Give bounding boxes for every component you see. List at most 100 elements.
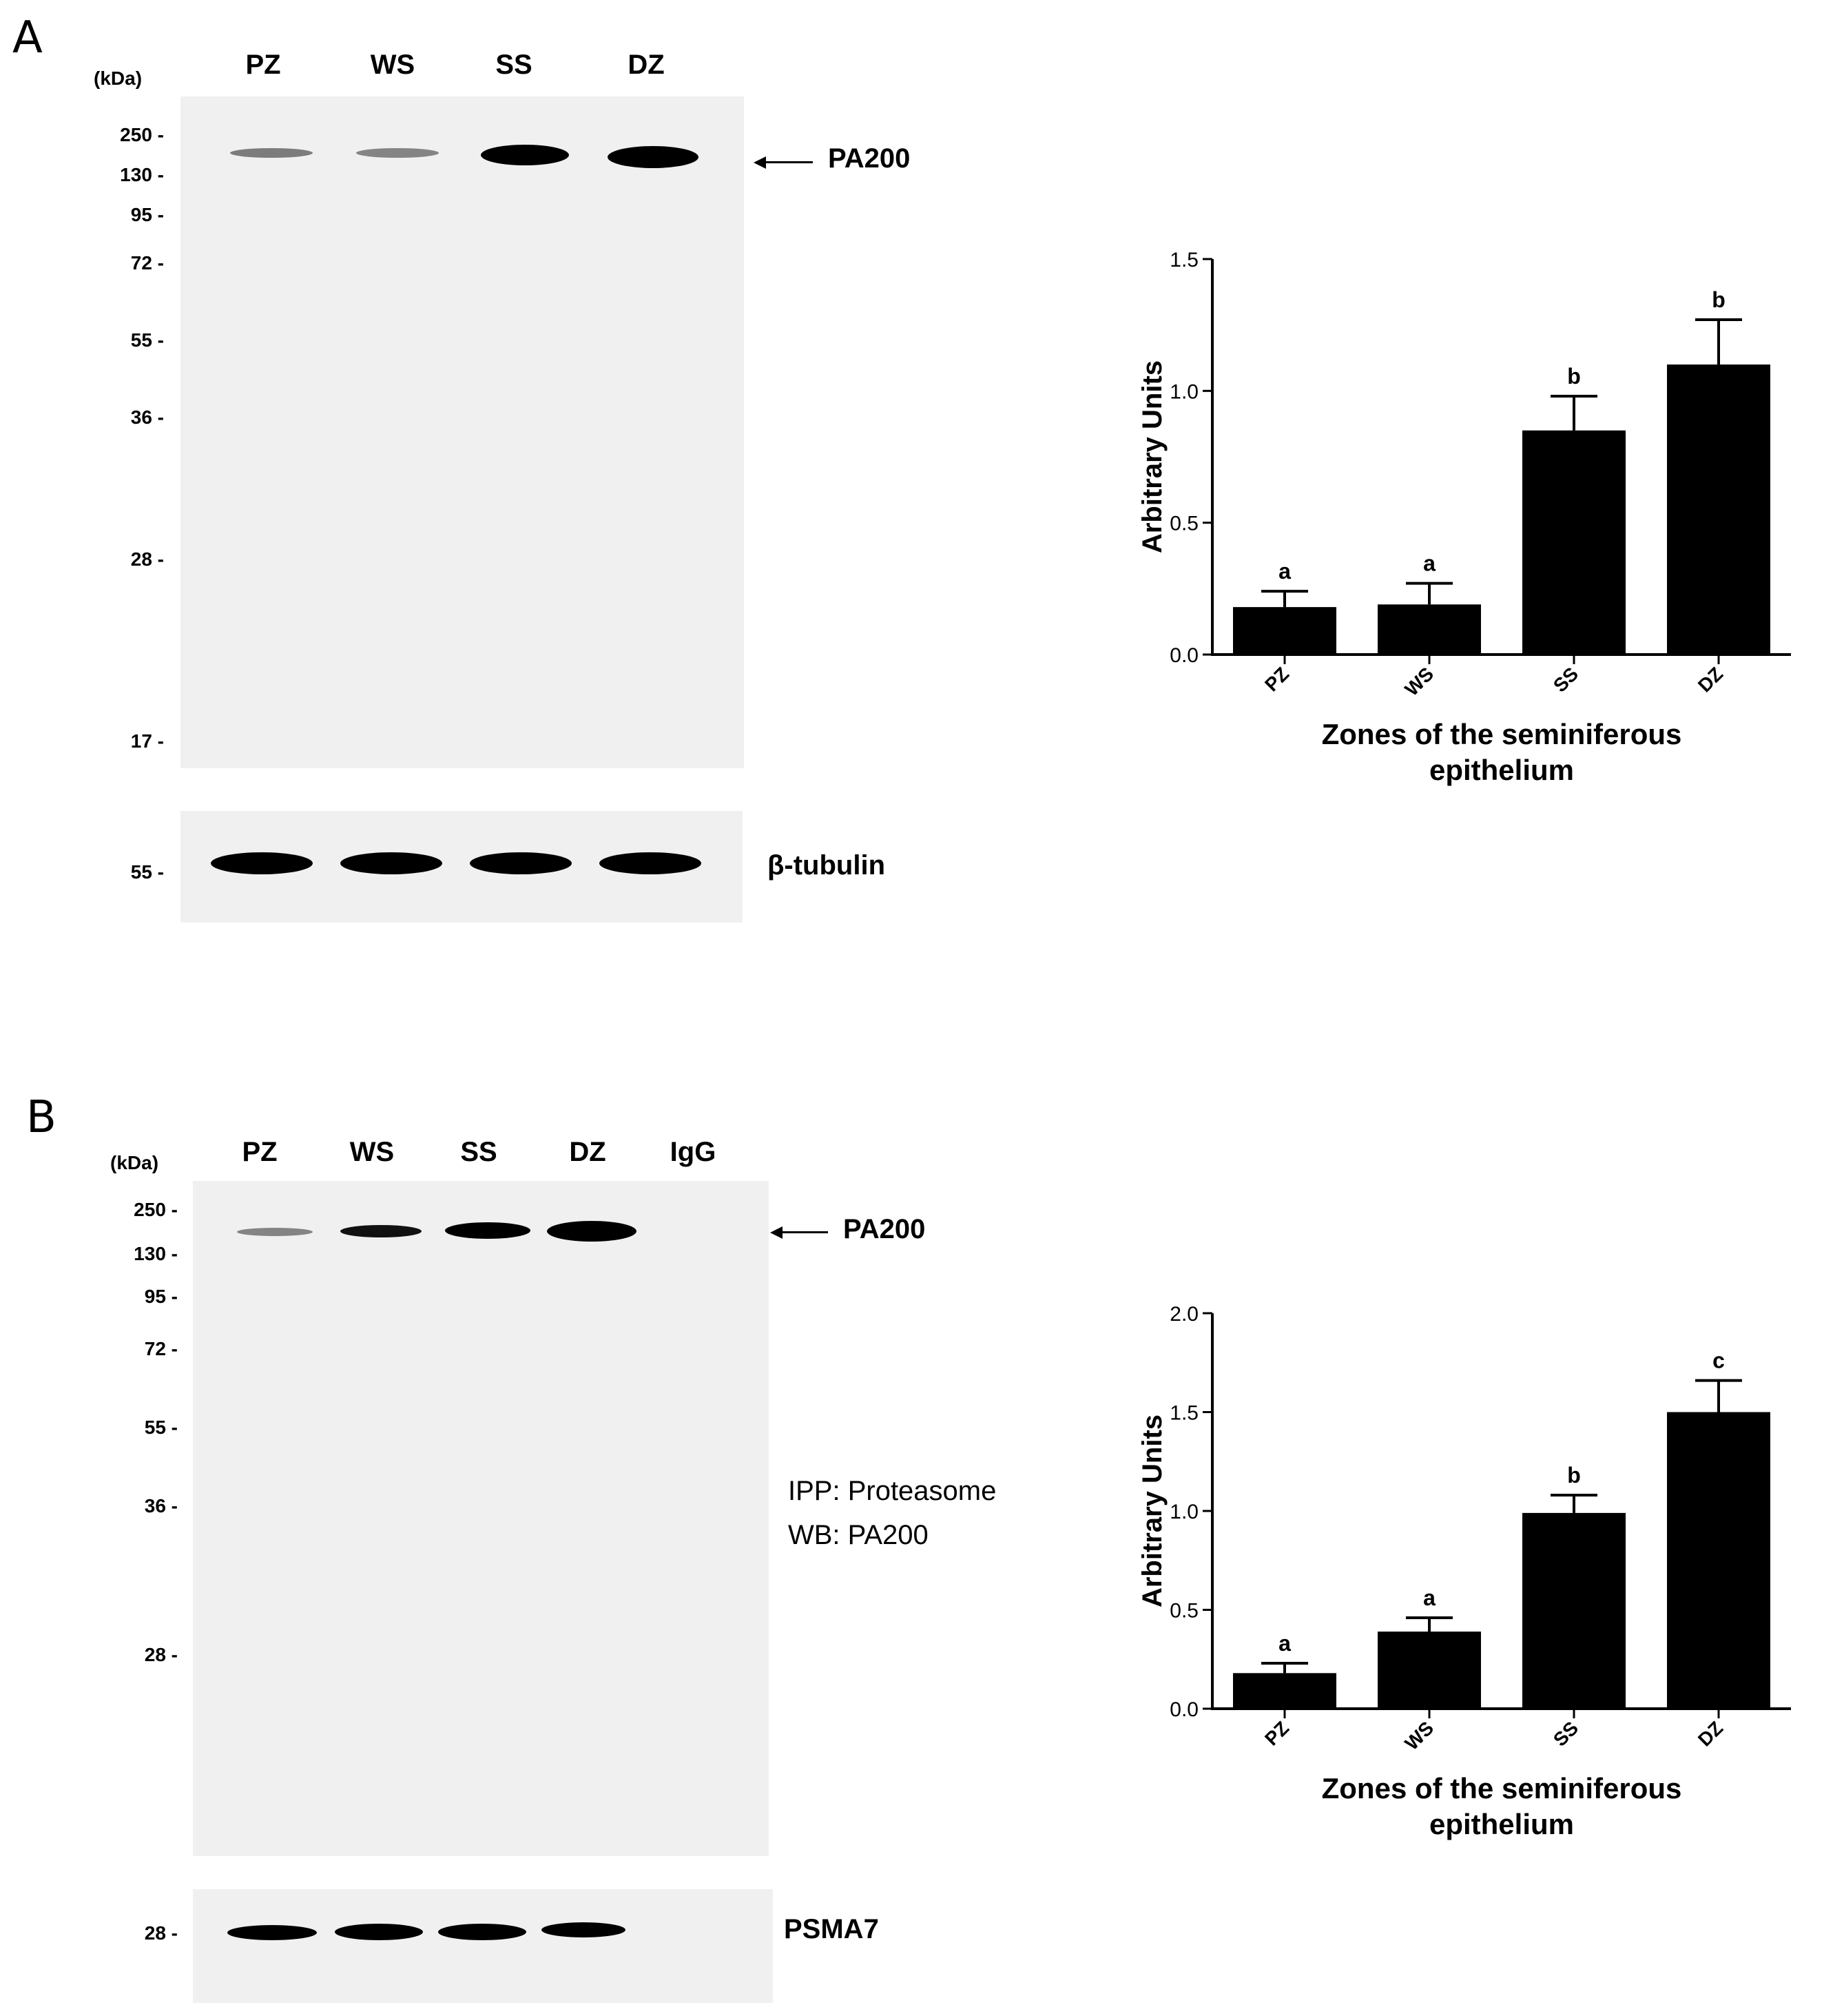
panel-a-lane-ws: WS: [370, 50, 415, 80]
panel-a-tubulin-band-dz: [599, 852, 701, 874]
panel-b-lane-pz: PZ: [242, 1137, 278, 1167]
panel-b-mw-55: 55 -: [144, 1417, 178, 1438]
panel-a-band-ss: [481, 145, 569, 165]
panel-a-band-pz: [230, 148, 313, 158]
panel-a-mw-250: 250 -: [120, 124, 164, 145]
panel-a-arrow-line: [763, 161, 813, 163]
panel-b-kda-label: (kDa): [110, 1152, 159, 1173]
panel-b-mw-250: 250 -: [134, 1199, 178, 1220]
panel-b-psma7-band-pz: [227, 1925, 317, 1940]
panel-b-band-ws: [340, 1225, 422, 1237]
panel-a-tubulin-band-ws: [340, 852, 442, 874]
panel-b-mw-72: 72 -: [144, 1338, 178, 1359]
panel-a-blot: [180, 96, 744, 768]
y-tick-label: 1.5: [1170, 1402, 1199, 1425]
y-tick-label: 0.5: [1170, 513, 1199, 535]
panel-b-loading-label: PSMA7: [784, 1914, 879, 1944]
panel-b-psma7-band-dz: [541, 1922, 625, 1937]
x-tick-label: PZ: [1261, 663, 1293, 695]
significance-label: b: [1567, 364, 1581, 389]
panel-a-tubulin-band-ss: [470, 852, 572, 874]
y-axis-label: Arbitrary Units: [1137, 1415, 1168, 1607]
panel-a-band-ws: [356, 148, 439, 158]
panel-b-lane-ws: WS: [349, 1137, 395, 1167]
significance-label: c: [1712, 1348, 1725, 1373]
panel-a-lane-pz: PZ: [245, 50, 281, 80]
y-axis-label: Arbitrary Units: [1137, 360, 1168, 553]
bar-ss: [1522, 430, 1626, 655]
panel-b-lane-igg: IgG: [670, 1137, 716, 1167]
y-tick-label: 1.0: [1170, 1501, 1199, 1523]
panel-b-band-ss: [445, 1222, 530, 1239]
panel-b-mw-28: 28 -: [144, 1644, 178, 1665]
panel-b-lane-dz: DZ: [569, 1137, 606, 1167]
panel-b-blot: [193, 1181, 769, 1856]
x-axis-label-line-1: Zones of the seminiferous: [1322, 1772, 1682, 1804]
x-axis-label-line-1: Zones of the seminiferous: [1322, 718, 1682, 750]
y-tick-label: 0.5: [1170, 1600, 1199, 1623]
panel-b-loading-marker: 28 -: [144, 1922, 178, 1944]
panel-a-loading-marker: 55 -: [130, 861, 164, 883]
bar-pz: [1233, 1673, 1336, 1709]
panel-a-arrow-icon: [754, 156, 766, 169]
panel-a-mw-36: 36 -: [130, 407, 164, 428]
panel-b-label: B: [26, 1092, 56, 1143]
panel-b-mw-130: 130 -: [134, 1243, 178, 1264]
panel-a-kda-label: (kDa): [94, 68, 143, 89]
panel-b-ipp-annotation: IPP: Proteasome: [788, 1476, 997, 1506]
panel-a-loading-blot: [180, 811, 743, 923]
bar-dz: [1667, 1412, 1770, 1709]
y-tick-label: 0.0: [1170, 1698, 1199, 1721]
significance-label: a: [1278, 559, 1291, 584]
panel-a-mw-130: 130 -: [120, 164, 164, 185]
panel-b-protein-label: PA200: [843, 1214, 926, 1244]
x-tick-label: DZ: [1694, 1717, 1727, 1750]
panel-a-tubulin-band-pz: [211, 852, 313, 874]
x-tick-label: DZ: [1694, 663, 1727, 696]
panel-a-mw-28: 28 -: [130, 548, 164, 570]
x-axis-label-line-2: epithelium: [1429, 1808, 1574, 1840]
panel-a-lane-ss: SS: [495, 50, 532, 80]
bar-ss: [1522, 1512, 1626, 1709]
significance-label: b: [1567, 1463, 1581, 1488]
y-tick-label: 1.0: [1170, 380, 1199, 403]
y-tick-label: 2.0: [1170, 1303, 1199, 1326]
panel-a-loading-label: β-tubulin: [767, 850, 886, 881]
panel-b-psma7-band-ss: [438, 1924, 526, 1940]
bar-ws: [1378, 604, 1481, 655]
significance-label: a: [1423, 1585, 1436, 1610]
panel-b-arrow-icon: [770, 1226, 783, 1239]
panel-a-bar-chart: 0.0 0.5 1.0 1.5 Arbitrary Units a PZ a WS b SS b DZ Z…: [1137, 249, 1791, 786]
y-tick-label: 1.5: [1170, 249, 1199, 271]
bar-pz: [1233, 607, 1336, 655]
panel-a-mw-95: 95 -: [130, 204, 164, 225]
panel-a-label: A: [12, 12, 43, 63]
panel-b-mw-36: 36 -: [144, 1495, 178, 1516]
x-tick-label: SS: [1549, 1717, 1582, 1750]
panel-b-wb-annotation: WB: PA200: [788, 1520, 929, 1550]
panel-a-mw-17: 17 -: [130, 730, 164, 752]
x-tick-label: WS: [1400, 663, 1438, 700]
y-tick-label: 0.0: [1170, 644, 1199, 667]
panel-a-band-dz: [608, 146, 698, 168]
panel-a-mw-72: 72 -: [130, 252, 164, 274]
significance-label: b: [1712, 287, 1726, 312]
bar-ws: [1378, 1632, 1481, 1709]
panel-a-lane-dz: DZ: [628, 50, 665, 80]
significance-label: a: [1278, 1631, 1291, 1656]
panel-a-mw-55: 55 -: [130, 329, 164, 351]
panel-b-band-pz: [237, 1228, 313, 1236]
panel-b-bar-chart: 0.0 0.5 1.0 1.5 2.0 Arbitrary Units a PZ a WS b SS c…: [1137, 1303, 1791, 1840]
x-tick-label: SS: [1549, 663, 1582, 696]
panel-b-psma7-band-ws: [335, 1924, 423, 1940]
panel-b-lane-ss: SS: [460, 1137, 497, 1167]
panel-b-mw-95: 95 -: [144, 1286, 178, 1307]
x-tick-label: PZ: [1261, 1717, 1293, 1749]
panel-b-arrow-line: [780, 1231, 828, 1233]
panel-b-loading-blot: [193, 1889, 773, 2003]
bar-dz: [1667, 364, 1770, 655]
panel-a-protein-label: PA200: [828, 143, 911, 174]
panel-b-band-dz: [547, 1221, 636, 1242]
significance-label: a: [1423, 551, 1436, 576]
x-tick-label: WS: [1400, 1717, 1438, 1754]
